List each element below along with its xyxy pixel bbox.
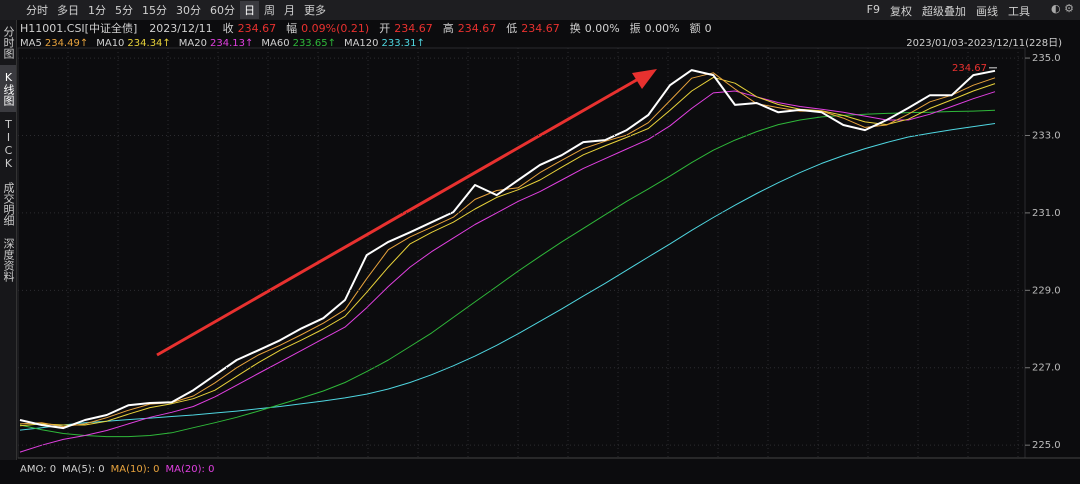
period-tab[interactable]: 5分 xyxy=(115,4,133,17)
period-tab[interactable]: 多日 xyxy=(57,4,79,17)
legend-value: 233.31↑ xyxy=(382,38,425,49)
sidebar-tab[interactable]: 深度资料 xyxy=(2,238,15,282)
legend-value: 234.13↑ xyxy=(210,38,253,49)
vertical-dots xyxy=(67,48,1019,458)
indicator-item: MA(5): 0 xyxy=(62,464,105,475)
series-line xyxy=(19,69,996,430)
period-tab[interactable]: 日 xyxy=(240,1,259,19)
period-tab[interactable]: 更多 xyxy=(304,4,326,17)
tool-button[interactable]: 超级叠加 xyxy=(922,5,966,18)
legend-name: MA20 xyxy=(179,38,207,49)
legend-name: MA5 xyxy=(20,38,42,49)
icons: ◐ ⚙ xyxy=(1051,2,1074,15)
sidebar-tab[interactable]: 成交明细 xyxy=(2,182,15,226)
field-value: 0 xyxy=(704,21,712,35)
legend-value: 233.65↑ xyxy=(293,38,336,49)
legend-value: 234.34↑ xyxy=(127,38,170,49)
field-label: 幅 xyxy=(286,22,298,35)
plot-area xyxy=(17,47,1026,459)
series-line xyxy=(19,72,996,428)
tool-button[interactable]: 工具 xyxy=(1008,5,1030,18)
last-price-label: 234.67 xyxy=(952,63,987,74)
quote-info: H11001.CSI[中证全债] 2023/12/11 收 234.67 幅 0.09… xyxy=(20,20,712,36)
range-label: 2023/01/03-2023/12/11(228日) xyxy=(906,38,1062,49)
indicator-bar: AMO: 0 MA(5): 0 MA(10): 0 MA(20): 0 xyxy=(20,464,214,475)
series-line xyxy=(19,109,996,438)
trend-arrow xyxy=(156,69,657,357)
y-tick-label: 233.0 xyxy=(1032,130,1061,141)
arrow-head xyxy=(632,69,657,89)
y-tick-label: 235.0 xyxy=(1032,53,1061,64)
field-value: 0.00% xyxy=(644,21,680,35)
legend-name: MA120 xyxy=(344,38,379,49)
tool-button[interactable]: 画线 xyxy=(976,5,998,18)
y-tick-label: 227.0 xyxy=(1032,363,1061,374)
field-value: 234.67 xyxy=(237,21,277,35)
indicator-item: MA(20): 0 xyxy=(165,464,215,475)
field-label: 高 xyxy=(442,22,454,35)
series-line xyxy=(19,123,996,431)
arrow-shaft xyxy=(156,76,641,357)
series-line xyxy=(19,90,996,453)
period-tab[interactable]: 月 xyxy=(284,4,295,17)
date: 2023/12/11 xyxy=(149,21,213,35)
field-label: 低 xyxy=(506,22,518,35)
period-tab[interactable]: 30分 xyxy=(176,4,201,17)
field-label: 振 xyxy=(629,22,641,35)
field-label: 收 xyxy=(222,22,234,35)
period-tab[interactable]: 60分 xyxy=(210,4,235,17)
period-tab[interactable]: 1分 xyxy=(88,4,106,17)
legend-name: MA10 xyxy=(96,38,124,49)
tool-button[interactable]: F9 xyxy=(866,3,880,16)
period-tab[interactable]: 15分 xyxy=(142,4,167,17)
symbol: H11001.CSI[中证全债] xyxy=(20,22,138,35)
field-label: 额 xyxy=(689,22,701,35)
y-tick-label: 231.0 xyxy=(1032,208,1061,219)
period-tabs: 分时 多日 1分 5分 15分 30分 60分日周月更多 xyxy=(22,1,331,19)
toolbar: 分时 多日 1分 5分 15分 30分 60分日周月更多 F9 复权 超级叠加 画线 工具 ◐ ⚙ xyxy=(0,0,1080,20)
period-tab[interactable]: 分时 xyxy=(26,4,48,17)
legend-value: 234.49↑ xyxy=(45,38,88,49)
field-value: 234.67 xyxy=(521,21,560,35)
period-tab[interactable]: 周 xyxy=(264,4,275,17)
y-tick-label: 229.0 xyxy=(1032,285,1061,296)
sidebar: 分时图 K线图 TICK 成交明细深度资料 xyxy=(0,20,17,460)
series-line xyxy=(19,76,996,427)
legend-name: MA60 xyxy=(261,38,289,49)
sidebar-tab[interactable]: 分时图 xyxy=(2,26,15,59)
field-value: 234.67 xyxy=(394,21,433,35)
y-tick-label: 225.0 xyxy=(1032,440,1061,451)
tool-menu: F9 复权 超级叠加 画线 工具 xyxy=(867,3,1030,19)
series-layer xyxy=(19,69,996,453)
sidebar-tab[interactable]: K线图 xyxy=(0,65,16,112)
sidebar-tab[interactable]: TICK xyxy=(2,118,15,170)
field-value: 234.67 xyxy=(457,21,497,35)
field-label: 开 xyxy=(379,22,391,35)
tool-button[interactable]: 复权 xyxy=(890,5,912,18)
field-value: 0.00% xyxy=(584,21,620,35)
indicator-item: MA(10): 0 xyxy=(110,464,160,475)
field-label: 换 xyxy=(569,22,581,35)
indicator-item: AMO: 0 xyxy=(20,464,57,475)
field-value: 0.09%(0.21) xyxy=(301,21,370,35)
